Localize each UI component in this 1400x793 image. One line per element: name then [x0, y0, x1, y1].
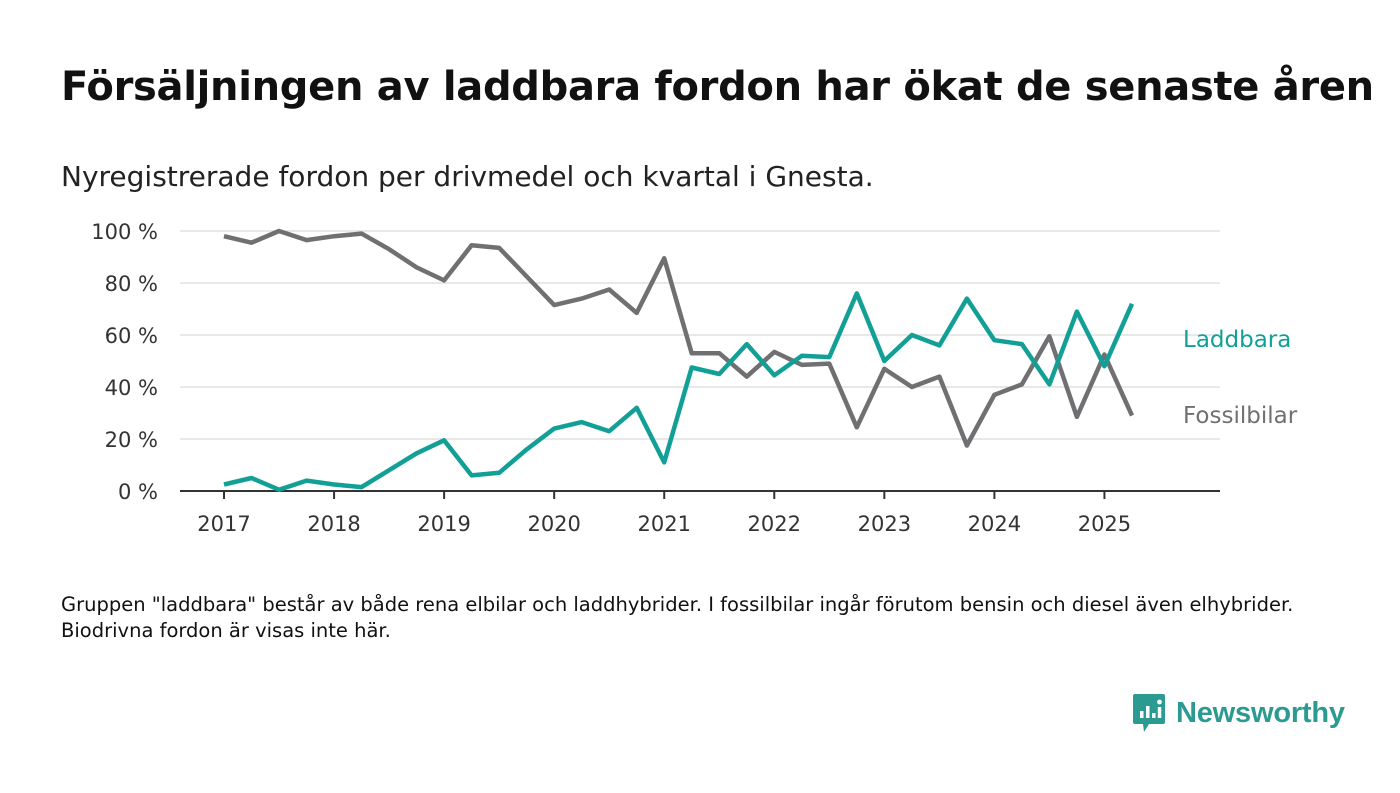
x-tick-label: 2018 [307, 512, 360, 536]
x-tick-label: 2023 [858, 512, 911, 536]
y-tick-label: 60 % [105, 324, 158, 348]
x-tick-label: 2022 [748, 512, 801, 536]
y-tick-label: 20 % [105, 428, 158, 452]
newsworthy-logo-icon [1133, 694, 1165, 732]
y-tick-label: 80 % [105, 272, 158, 296]
x-tick-label: 2025 [1078, 512, 1131, 536]
series-lines [223, 228, 1135, 492]
x-axis: 2017 2018 2019 2020 2021 2022 2023 2024 2025 [180, 490, 1220, 536]
x-tick-label: 2021 [638, 512, 691, 536]
newsworthy-logo[interactable]: Newsworthy [1132, 692, 1345, 734]
series-label-laddbara: Laddbara [1183, 327, 1291, 353]
x-tick-label: 2020 [527, 512, 580, 536]
y-tick-label: 100 % [91, 220, 158, 244]
line-chart: 0 % 20 % 40 % 60 % 80 % 100 % 2017 2018 2019 202… [91, 220, 1298, 536]
footnote: Gruppen "laddbara" består av både rena e… [61, 593, 1294, 642]
gridlines [180, 230, 1220, 440]
brand-name: Newsworthy [1176, 696, 1345, 729]
y-axis-ticks: 0 % 20 % 40 % 60 % 80 % 100 % [91, 220, 158, 504]
laddbara-line [223, 291, 1135, 492]
chart-subtitle: Nyregistrerade fordon per drivmedel och … [61, 160, 874, 193]
x-tick-label: 2019 [417, 512, 470, 536]
x-tick-label: 2017 [197, 512, 250, 536]
chart-title: Försäljningen av laddbara fordon har öka… [61, 64, 1374, 110]
y-tick-label: 40 % [105, 376, 158, 400]
series-label-fossilbilar: Fossilbilar [1183, 403, 1298, 429]
fossilbilar-line [223, 228, 1135, 448]
x-tick-label: 2024 [968, 512, 1021, 536]
series-labels: Laddbara Fossilbilar [1183, 327, 1298, 429]
y-tick-label: 0 % [118, 480, 158, 504]
